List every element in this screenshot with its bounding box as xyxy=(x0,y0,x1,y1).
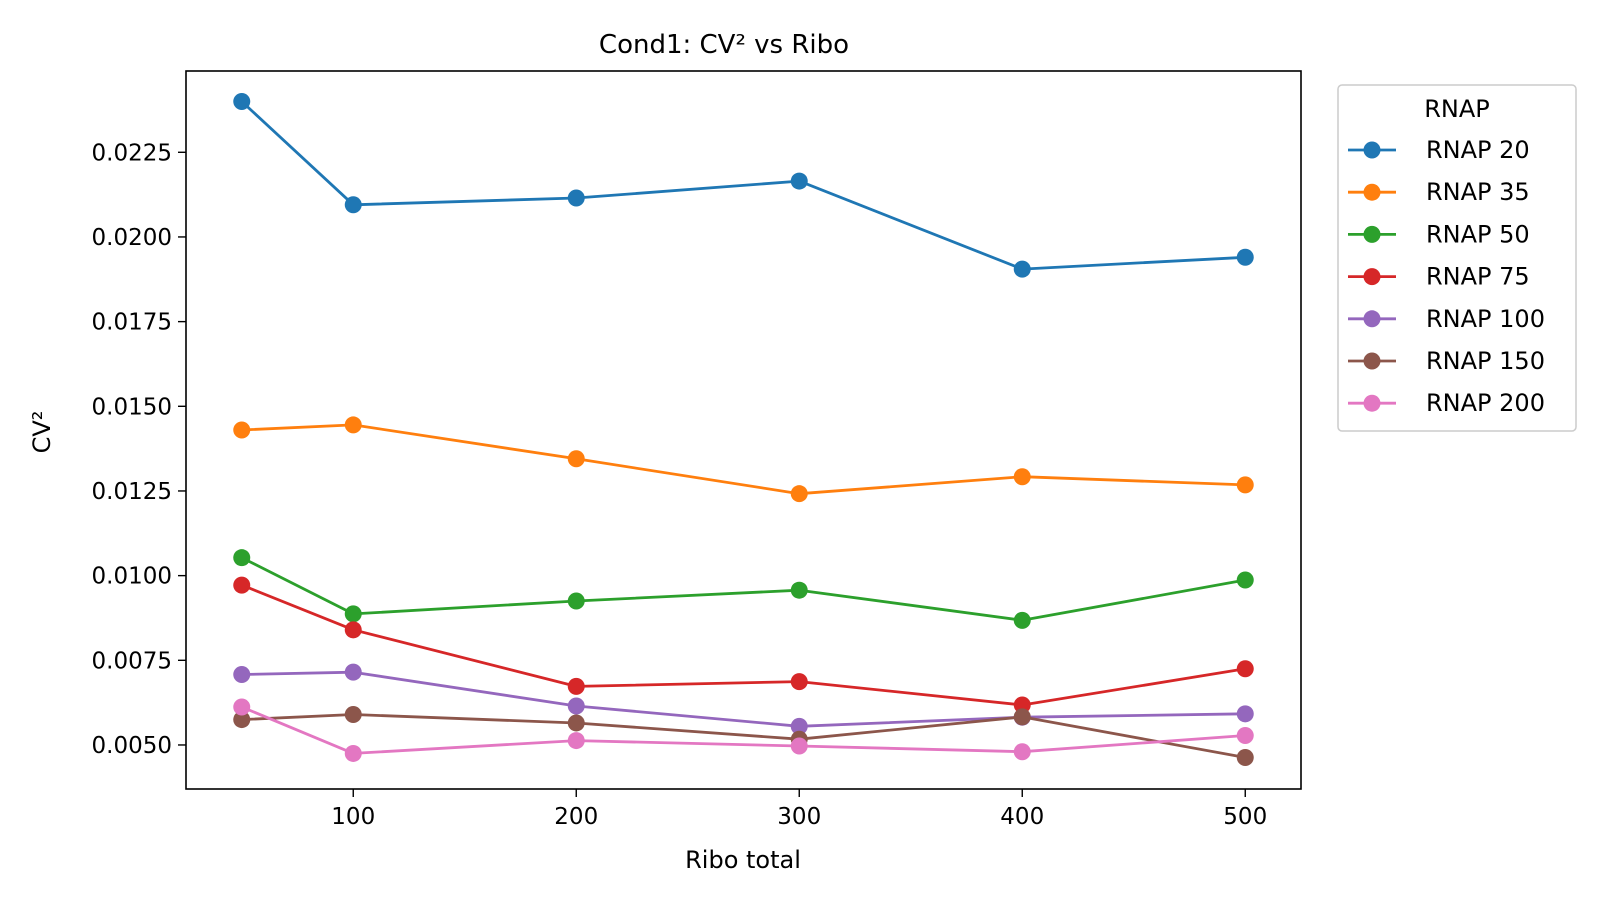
data-point xyxy=(790,172,808,190)
data-point xyxy=(1236,726,1254,744)
series-line xyxy=(241,423,1246,496)
legend-marker xyxy=(1363,268,1381,286)
data-point xyxy=(233,92,251,110)
data-point xyxy=(790,581,808,599)
chart-title: Cond1: CV² vs Ribo xyxy=(599,30,849,60)
data-point xyxy=(567,189,585,207)
data-point xyxy=(1236,571,1254,589)
data-point xyxy=(1236,248,1254,266)
data-point xyxy=(1013,743,1031,761)
data-point xyxy=(233,698,251,716)
y-tick-label: 0.0150 xyxy=(92,394,172,420)
plot-frame xyxy=(185,70,1302,790)
legend-marker xyxy=(1363,183,1381,201)
data-point xyxy=(233,576,251,594)
series-line xyxy=(241,713,1246,759)
legend-label: RNAP 75 xyxy=(1426,263,1530,291)
series-line xyxy=(241,705,1246,755)
data-point xyxy=(567,450,585,468)
data-point xyxy=(790,485,808,503)
data-point xyxy=(567,697,585,715)
data-point xyxy=(344,416,362,434)
data-point xyxy=(1236,749,1254,767)
data-point xyxy=(567,714,585,732)
legend-label: RNAP 150 xyxy=(1426,347,1545,375)
y-tick-label: 0.0200 xyxy=(92,225,172,251)
series-line xyxy=(241,583,1246,707)
legend-label: RNAP 100 xyxy=(1426,305,1545,333)
data-point xyxy=(344,663,362,681)
data-point xyxy=(1013,708,1031,726)
data-point xyxy=(790,673,808,691)
data-point xyxy=(1013,260,1031,278)
data-point xyxy=(1236,660,1254,678)
x-tick-label: 500 xyxy=(1223,804,1267,830)
legend-marker xyxy=(1363,394,1381,412)
data-point xyxy=(344,744,362,762)
legend-marker xyxy=(1363,225,1381,243)
legend-label: RNAP 20 xyxy=(1426,136,1530,164)
x-axis-label: Ribo total xyxy=(685,846,801,874)
plot-area xyxy=(233,92,1254,767)
legend-title: RNAP xyxy=(1424,95,1490,123)
data-point xyxy=(344,605,362,623)
y-tick-label: 0.0100 xyxy=(92,564,172,590)
legend-items: RNAP 20 RNAP 35 RNAP 50 RNAP 75 RNAP 100 RNAP… xyxy=(1348,136,1545,417)
y-axis: 0.0050 0.0075 0.0100 0.0125 0.0150 0.0175 0.02… xyxy=(92,140,186,759)
data-point xyxy=(1013,468,1031,486)
y-tick-label: 0.0125 xyxy=(92,479,172,505)
data-point xyxy=(1236,476,1254,494)
data-point xyxy=(233,549,251,567)
legend-marker xyxy=(1363,352,1381,370)
data-point xyxy=(790,717,808,735)
data-point xyxy=(567,592,585,610)
data-point xyxy=(1013,696,1031,714)
series-line xyxy=(241,670,1246,728)
data-point xyxy=(233,666,251,684)
legend-frame xyxy=(1337,84,1577,432)
legend-label: RNAP 50 xyxy=(1426,220,1530,248)
data-point xyxy=(1236,705,1254,723)
data-point xyxy=(567,732,585,750)
series-line xyxy=(241,556,1246,622)
data-point xyxy=(233,711,251,729)
x-tick-label: 100 xyxy=(331,804,375,830)
series-line xyxy=(240,100,1246,271)
data-point xyxy=(1013,611,1031,629)
y-tick-label: 0.0175 xyxy=(92,310,172,336)
legend-marker xyxy=(1363,141,1381,159)
legend: RNAP RNAP 20 RNAP 35 RNAP 50 RNAP 75 RNAP 10… xyxy=(1337,84,1577,432)
data-point xyxy=(790,737,808,755)
y-tick-label: 0.0225 xyxy=(92,140,172,166)
data-point xyxy=(344,196,362,214)
legend-label: RNAP 200 xyxy=(1426,389,1545,417)
legend-label: RNAP 35 xyxy=(1426,178,1530,206)
x-tick-label: 400 xyxy=(1000,804,1044,830)
data-point xyxy=(567,677,585,695)
y-tick-label: 0.0050 xyxy=(92,733,172,759)
y-tick-label: 0.0075 xyxy=(92,648,172,674)
y-axis-label: CV² xyxy=(28,411,56,454)
x-tick-label: 300 xyxy=(777,804,821,830)
data-point xyxy=(344,621,362,639)
x-tick-label: 200 xyxy=(554,804,598,830)
x-axis: 100 200 300 400 500 xyxy=(331,789,1267,830)
data-point xyxy=(233,421,251,439)
data-point xyxy=(344,705,362,723)
legend-marker xyxy=(1363,310,1381,328)
